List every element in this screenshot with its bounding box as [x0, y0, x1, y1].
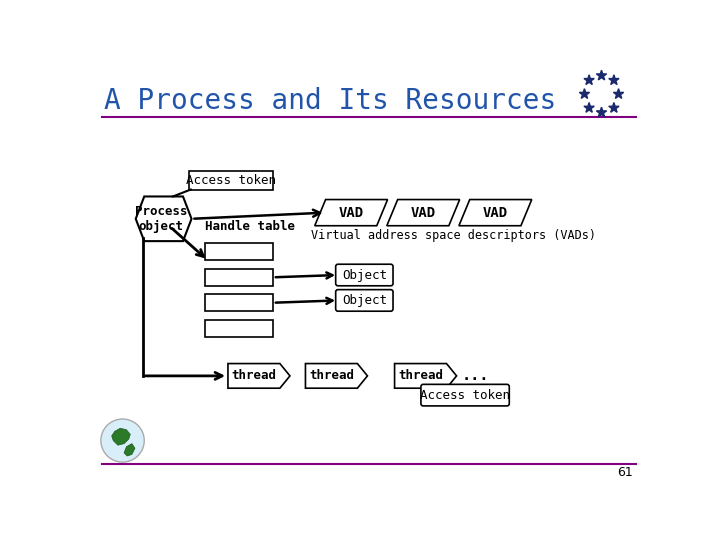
Text: Virtual address space descriptors (VADs): Virtual address space descriptors (VADs): [311, 230, 596, 242]
FancyBboxPatch shape: [336, 289, 393, 311]
Bar: [189, 171, 273, 190]
Text: Process
object: Process object: [135, 205, 187, 233]
Polygon shape: [613, 89, 624, 98]
Text: VAD: VAD: [338, 206, 364, 220]
Polygon shape: [387, 200, 459, 226]
Text: thread: thread: [231, 369, 276, 382]
Text: VAD: VAD: [483, 206, 508, 220]
Bar: [204, 244, 273, 260]
Text: VAD: VAD: [410, 206, 436, 220]
Bar: [204, 320, 273, 336]
FancyBboxPatch shape: [421, 384, 509, 406]
Text: Handle table: Handle table: [204, 220, 294, 233]
Text: thread: thread: [398, 369, 443, 382]
Polygon shape: [395, 363, 456, 388]
Bar: [204, 269, 273, 286]
Text: Access token: Access token: [186, 174, 276, 187]
FancyBboxPatch shape: [336, 264, 393, 286]
Text: Access token: Access token: [420, 389, 510, 402]
Polygon shape: [136, 197, 192, 241]
Polygon shape: [596, 107, 607, 117]
Polygon shape: [584, 75, 594, 85]
Text: 61: 61: [617, 467, 632, 480]
Polygon shape: [124, 444, 135, 456]
Polygon shape: [596, 70, 607, 80]
Text: A Process and Its Resources: A Process and Its Resources: [104, 87, 557, 115]
Polygon shape: [608, 75, 619, 85]
Text: ...: ...: [462, 368, 489, 383]
Text: Object: Object: [342, 268, 387, 281]
Circle shape: [101, 419, 144, 462]
Polygon shape: [580, 89, 590, 98]
Polygon shape: [315, 200, 387, 226]
Polygon shape: [228, 363, 290, 388]
Polygon shape: [608, 103, 619, 112]
Text: thread: thread: [309, 369, 354, 382]
Text: Object: Object: [342, 294, 387, 307]
Polygon shape: [112, 428, 130, 445]
Polygon shape: [305, 363, 367, 388]
Bar: [204, 294, 273, 311]
Polygon shape: [584, 103, 594, 112]
Polygon shape: [459, 200, 532, 226]
